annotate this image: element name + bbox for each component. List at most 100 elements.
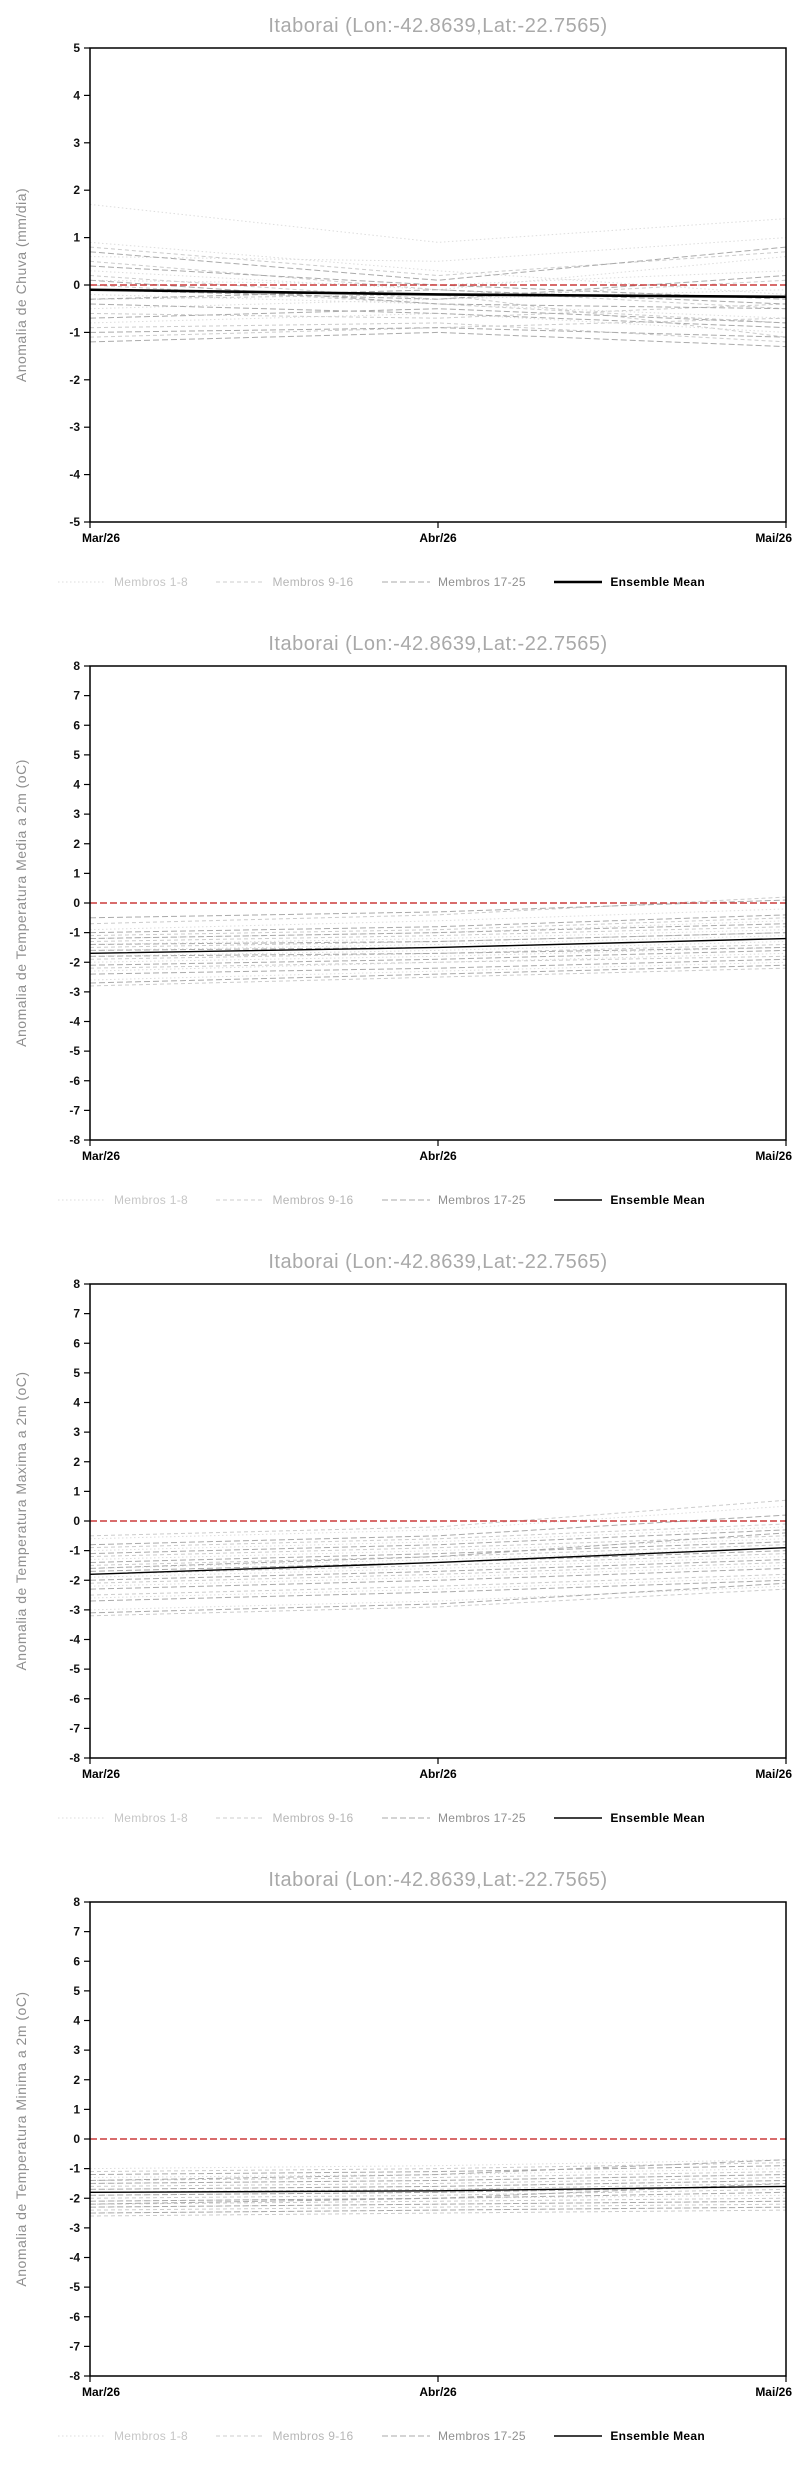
member-line (89, 260, 787, 310)
member-line (89, 1538, 787, 1561)
y-tick-label: 7 (73, 1925, 80, 1939)
legend-line-sample (381, 2435, 430, 2437)
chart-title: Itaborai (Lon:-42.8639,Lat:-22.7565) (268, 633, 608, 655)
x-tick-label: Mai/26 (755, 1149, 792, 1163)
legend-line-sample (58, 1199, 106, 1201)
member-line (89, 2203, 787, 2211)
y-tick-label: 3 (73, 1425, 80, 1439)
legend-label: Membros 9-16 (272, 575, 354, 589)
y-tick-label: -6 (69, 1074, 80, 1088)
y-tick-label: 0 (73, 896, 80, 910)
member-line (89, 929, 787, 945)
member-line (89, 2194, 787, 2202)
y-tick-label: -5 (69, 2280, 80, 2294)
y-tick-label: 1 (73, 231, 80, 245)
y-tick-label: -4 (69, 468, 80, 482)
legend-item: Ensemble Mean (554, 1811, 705, 1825)
y-tick-label: -2 (69, 2191, 80, 2205)
member-line (89, 1514, 787, 1546)
y-tick-label: 5 (73, 41, 80, 55)
legend-label: Membros 1-8 (114, 575, 188, 589)
member-line (89, 1559, 787, 1581)
y-tick-label: 3 (73, 2043, 80, 2057)
member-line (89, 317, 787, 338)
y-tick-label: -5 (69, 1662, 80, 1676)
y-tick-label: -1 (69, 926, 80, 940)
chart-section-precipitation: Itaborai (Lon:-42.8639,Lat:-22.7565) -5 -… (0, 0, 800, 618)
y-tick-label: 8 (73, 1895, 80, 1909)
legend-item: Membros 1-8 (58, 1811, 188, 1825)
chart-title: Itaborai (Lon:-42.8639,Lat:-22.7565) (268, 15, 608, 37)
legend-label: Membros 1-8 (114, 2429, 188, 2443)
y-tick-label: 3 (73, 807, 80, 821)
member-line (89, 312, 787, 333)
member-line (89, 920, 787, 940)
member-line (89, 1550, 787, 1572)
member-line (89, 926, 787, 943)
y-tick-label: 2 (73, 183, 80, 197)
legend-item: Membros 17-25 (381, 575, 526, 589)
legend-label: Ensemble Mean (610, 1811, 705, 1825)
temp-maxima-plot: -8 -7 -6 -5 -4 -3 -2 -1 0 1 2 3 4 5 6 7 8 Mar/26 Abr/26 Mai… (13, 1277, 792, 1781)
member-line (89, 1582, 787, 1614)
legend-item: Membros 1-8 (58, 2429, 188, 2443)
y-tick-label: -8 (69, 2369, 80, 2383)
legend-line-sample (216, 1199, 265, 1201)
chart-title: Itaborai (Lon:-42.8639,Lat:-22.7565) (268, 1251, 608, 1273)
y-tick-label: 6 (73, 718, 80, 732)
y-tick-label: -4 (69, 1633, 80, 1647)
legend-label: Ensemble Mean (610, 2429, 705, 2443)
x-tick-label: Abr/26 (419, 1149, 457, 1163)
legend-label: Membros 17-25 (437, 1811, 526, 1825)
member-line (89, 1576, 787, 1599)
legend: Membros 1-8 Membros 9-16 Membros 17-25 Ense… (58, 2424, 705, 2448)
legend-item: Membros 1-8 (58, 575, 188, 589)
member-line (89, 275, 787, 300)
temp-media-plot: -8 -7 -6 -5 -4 -3 -2 -1 0 1 2 3 4 5 6 7 8 Mar/26 Abr/26 Mai… (13, 659, 792, 1163)
member-line (89, 1579, 787, 1602)
legend-line-sample (554, 1817, 603, 1819)
legend-item: Membros 9-16 (216, 2429, 353, 2443)
legend-item: Membros 17-25 (381, 1193, 526, 1207)
member-line (89, 923, 787, 940)
y-tick-label: -4 (69, 1015, 80, 1029)
y-tick-label: 0 (73, 278, 80, 292)
member-line (89, 908, 787, 931)
member-line (89, 275, 787, 300)
member-line (89, 2200, 787, 2208)
ensemble-mean-line (89, 2185, 787, 2194)
member-line (89, 1532, 787, 1569)
y-tick-label: 5 (73, 1984, 80, 1998)
legend-line-sample (58, 581, 106, 583)
y-tick-label: 7 (73, 1307, 80, 1321)
member-line (89, 2168, 787, 2179)
legend-line-sample (554, 1199, 603, 1201)
y-tick-label: -2 (69, 1573, 80, 1587)
x-tick-label: Mar/26 (82, 1149, 120, 1163)
member-line (89, 246, 787, 277)
x-tick-label: Abr/26 (419, 531, 457, 545)
y-tick-label: -3 (69, 420, 80, 434)
y-tick-label: -5 (69, 515, 80, 529)
member-line (89, 1541, 787, 1563)
member-line (89, 256, 787, 291)
plot-frame (89, 665, 787, 1141)
legend-item: Membros 9-16 (216, 575, 353, 589)
legend-label: Membros 17-25 (437, 1193, 526, 1207)
y-tick-label: 4 (73, 778, 80, 792)
member-line (89, 2162, 787, 2173)
y-tick-label: 7 (73, 689, 80, 703)
member-line (89, 246, 787, 281)
ensemble-mean-line (89, 288, 787, 299)
y-tick-label: 0 (73, 2132, 80, 2146)
legend: Membros 1-8 Membros 9-16 Membros 17-25 Ense… (58, 570, 705, 594)
y-tick-label: -8 (69, 1133, 80, 1147)
legend-label: Membros 17-25 (437, 2429, 526, 2443)
y-tick-label: 1 (73, 1484, 80, 1498)
legend-item: Membros 17-25 (381, 2429, 526, 2443)
member-line (89, 952, 787, 972)
member-line (89, 2159, 787, 2181)
member-line (89, 964, 787, 984)
legend-line-sample (216, 2435, 265, 2437)
y-tick-label: 0 (73, 1514, 80, 1528)
